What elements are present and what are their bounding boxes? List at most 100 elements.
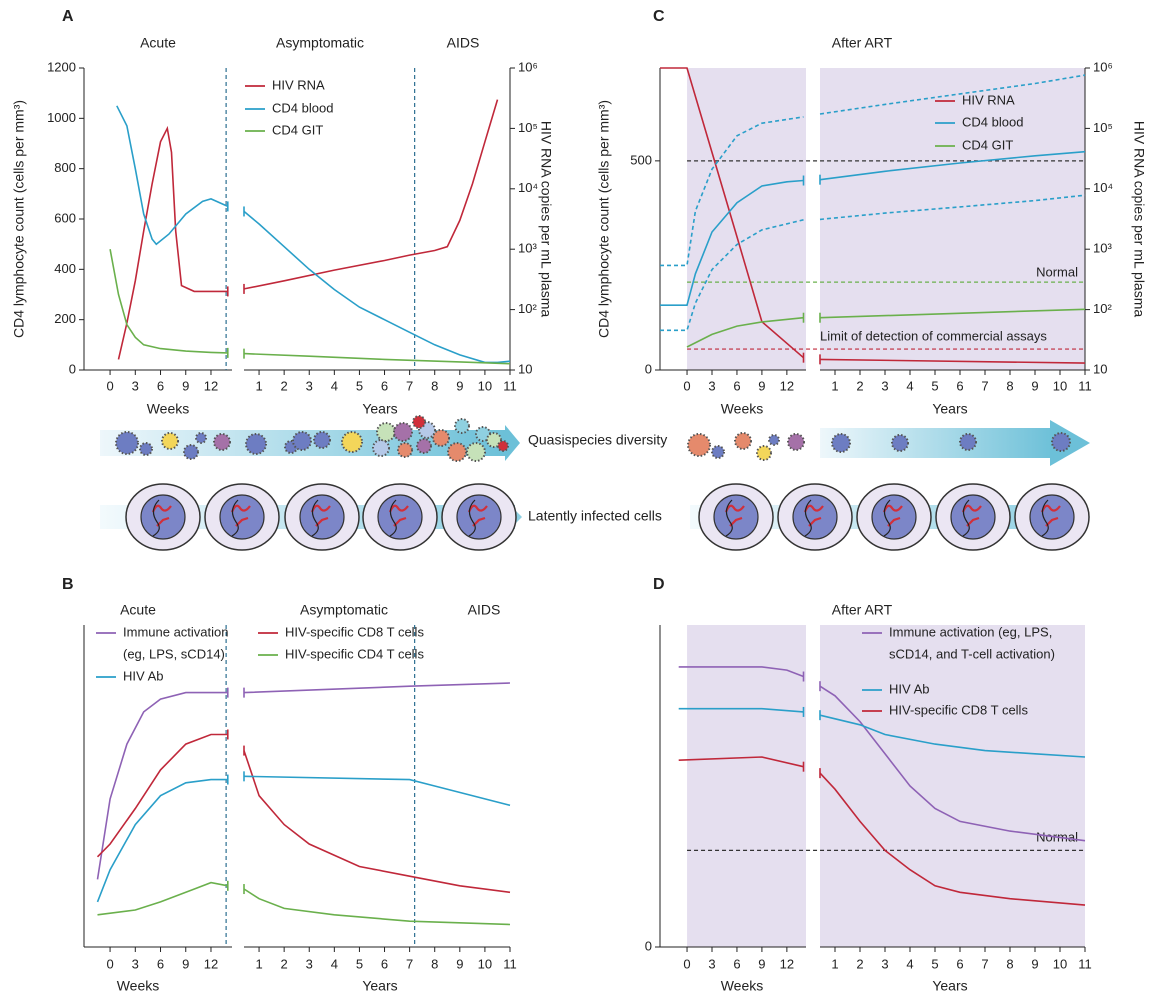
chromatin [962, 499, 970, 537]
x-tick-label: 4 [906, 378, 913, 393]
legend-label: HIV-specific CD8 T cells [285, 624, 424, 639]
y2-tick-label: 10⁵ [1093, 120, 1113, 135]
x-tick-label: 6 [381, 378, 388, 393]
y-tick-label: 0 [69, 361, 76, 376]
series-line [243, 888, 511, 926]
provirus [1040, 504, 1061, 527]
x-tick-label: 11 [1078, 956, 1092, 971]
provirus [151, 504, 172, 527]
series-line [819, 714, 1086, 758]
x-tick-label: 6 [956, 956, 963, 971]
x-tick-label: 3 [132, 378, 139, 393]
x-tick-label: 9 [758, 378, 765, 393]
x-tick-label: 3 [708, 956, 715, 971]
series-line [243, 210, 511, 364]
x-tick-label: 10 [478, 956, 492, 971]
nucleus [871, 494, 917, 540]
x-tick-label: 10 [1053, 956, 1067, 971]
virus [432, 429, 450, 447]
art-shading [820, 68, 1085, 370]
virus [687, 433, 711, 457]
x-tick-label: 7 [981, 378, 988, 393]
legend-label: CD4 blood [272, 100, 333, 115]
series-line [243, 99, 499, 290]
y2-tick-label: 10 [1093, 361, 1107, 376]
virus [393, 422, 413, 442]
virus [787, 433, 805, 451]
y-tick-label: 1000 [47, 110, 76, 125]
x-tick-label: 4 [906, 956, 913, 971]
virus [416, 438, 432, 454]
series-line [678, 666, 804, 678]
chromatin [468, 499, 476, 537]
chromatin [389, 499, 397, 537]
legend-label: HIV RNA [962, 92, 1015, 107]
x-tick-label: 11 [503, 956, 517, 971]
y2-tick-label: 10² [518, 301, 537, 316]
x-axis-label: Weeks [721, 401, 764, 417]
x-axis-label: Years [932, 401, 967, 417]
y-tick-label: 200 [54, 311, 76, 326]
nucleus [1029, 494, 1075, 540]
y2-tick-label: 10³ [1093, 241, 1112, 256]
x-tick-label: 10 [1053, 378, 1067, 393]
x-tick-label: 1 [831, 378, 838, 393]
virus [831, 433, 851, 453]
x-tick-label: 10 [478, 378, 492, 393]
virus [372, 439, 390, 457]
x-tick-label: 2 [281, 956, 288, 971]
cells [125, 483, 1090, 551]
x-tick-label: 6 [157, 378, 164, 393]
virus [447, 442, 467, 462]
x-tick-label: 2 [856, 378, 863, 393]
x-tick-label: 0 [683, 378, 690, 393]
series-line [96, 733, 228, 858]
x-tick-label: 11 [503, 378, 517, 393]
series-line [97, 881, 228, 916]
quasispecies-label: Quasispecies diversity [528, 432, 667, 448]
legend-label: HIV RNA [272, 77, 325, 92]
provirus [724, 504, 745, 527]
x-tick-label: 2 [281, 378, 288, 393]
chromatin [1041, 499, 1049, 537]
chromatin [311, 499, 319, 537]
virus [183, 444, 199, 460]
x-tick-label: 8 [431, 956, 438, 971]
nucleus [140, 494, 186, 540]
series-line [819, 74, 1086, 115]
series-line [819, 685, 1086, 842]
y2-tick-label: 10⁴ [518, 180, 538, 195]
series-line [109, 249, 228, 354]
x-tick-label: 5 [356, 378, 363, 393]
legend-label: HIV Ab [889, 681, 929, 696]
x-tick-label: 3 [306, 378, 313, 393]
x-tick-label: 2 [856, 956, 863, 971]
provirus [467, 504, 488, 527]
series-line [819, 772, 1086, 906]
x-tick-label: 9 [182, 956, 189, 971]
provirus [230, 504, 251, 527]
series-line [819, 358, 1086, 364]
x-tick-label: 9 [456, 956, 463, 971]
phase-label: AIDS [468, 602, 501, 618]
virus [466, 442, 486, 462]
legend-label: sCD14, and T-cell activation) [889, 646, 1055, 661]
x-tick-label: 0 [106, 378, 113, 393]
x-tick-label: 7 [406, 956, 413, 971]
illustration: Quasispecies diversity Latently infected… [100, 415, 1090, 551]
y2-axis-label: HIV RNA copies per mL plasma [1131, 121, 1147, 318]
y-tick-label: 800 [54, 160, 76, 175]
virus [1051, 432, 1071, 452]
panel-letter: B [62, 576, 74, 593]
y-axis-label: CD4 lymphocyte count (cells per mm³) [596, 100, 612, 338]
nucleus [950, 494, 996, 540]
x-tick-label: 12 [204, 956, 218, 971]
x-tick-label: 5 [931, 378, 938, 393]
legend-label: Immune activation [123, 624, 229, 639]
art-shading [820, 625, 1085, 947]
x-tick-label: 11 [1078, 378, 1092, 393]
x-axis-label: Weeks [721, 978, 764, 994]
x-tick-label: 1 [255, 378, 262, 393]
y2-tick-label: 10⁵ [518, 120, 538, 135]
nucleus [219, 494, 265, 540]
